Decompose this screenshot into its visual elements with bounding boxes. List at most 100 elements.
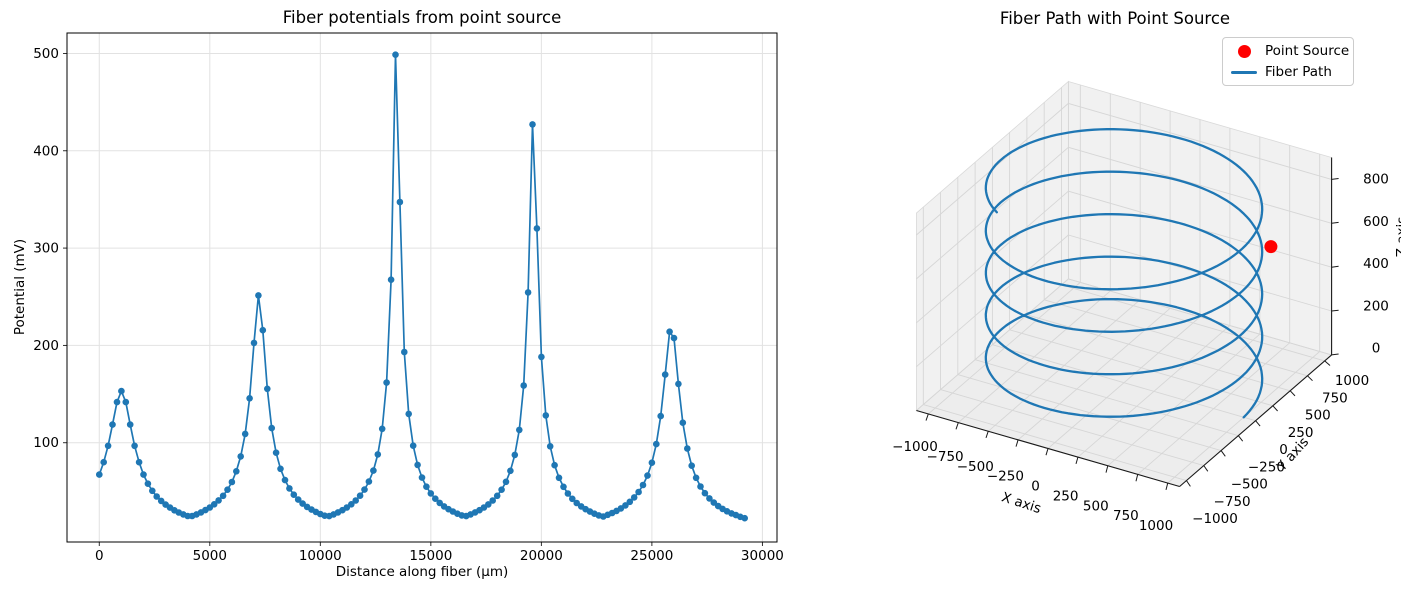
- data-point: [294, 496, 302, 503]
- data-point: [524, 289, 532, 296]
- tick-3d: [1075, 457, 1079, 465]
- y-tick-label-3d: 1000: [1335, 373, 1369, 389]
- legend-item-point-source: Point Source: [1223, 41, 1353, 61]
- tick-3d: [1331, 221, 1339, 224]
- data-point: [427, 490, 435, 497]
- x-tick-label-3d: 500: [1083, 498, 1109, 514]
- data-point: [520, 382, 527, 389]
- tick-3d: [955, 422, 959, 430]
- legend-label-point-source: Point Source: [1265, 43, 1350, 59]
- x-tick-label: 0: [95, 548, 104, 564]
- data-point: [555, 474, 563, 482]
- tick-3d: [1331, 178, 1339, 180]
- data-point: [370, 467, 377, 474]
- data-point: [383, 379, 390, 386]
- data-point: [378, 425, 386, 433]
- wall-grid-z-right: [1068, 146, 1332, 224]
- floor-grid-y: [1009, 329, 1274, 407]
- data-point: [551, 461, 558, 469]
- point-source-dot: [1264, 240, 1278, 254]
- x-tick-label: 10000: [299, 548, 342, 564]
- floor-grid-y: [1026, 314, 1291, 392]
- data-point: [290, 491, 298, 499]
- z-tick-label-3d: 400: [1363, 256, 1389, 272]
- z-axis-label: Z axis: [1394, 216, 1401, 258]
- data-point: [210, 501, 218, 508]
- tick-3d: [1331, 309, 1339, 312]
- potential-line: [98, 53, 746, 520]
- x-tick-label-3d: 1000: [1139, 518, 1173, 534]
- data-point: [365, 478, 373, 485]
- data-point: [507, 467, 514, 475]
- data-point: [401, 348, 408, 356]
- wall-grid-z-left: [916, 278, 1069, 411]
- data-point: [157, 497, 165, 505]
- y-tick-label-3d: 750: [1322, 390, 1348, 406]
- data-point: [233, 468, 240, 475]
- left-grid: [67, 33, 777, 542]
- tick-3d: [1324, 360, 1331, 366]
- x-tick-label-3d: 250: [1053, 488, 1079, 504]
- y-tick-label-3d: 250: [1288, 425, 1314, 441]
- data-point: [414, 461, 421, 469]
- right-chart-title: Fiber Path with Point Source: [999, 9, 1231, 28]
- data-point: [741, 514, 748, 522]
- left-y-axis-label: Potential (mV): [12, 238, 28, 336]
- panes-3d: [915, 80, 1333, 487]
- data-point: [436, 499, 444, 507]
- data-point: [538, 353, 545, 361]
- data-point: [432, 495, 439, 503]
- tick-3d: [1203, 465, 1209, 472]
- data-point: [264, 385, 271, 393]
- point-source-legend-swatch: [1229, 44, 1259, 58]
- data-point: [361, 486, 368, 493]
- x-tick-label-3d: −250: [987, 469, 1024, 485]
- floor-grid-y: [940, 389, 1204, 467]
- data-point: [675, 380, 682, 388]
- data-point: [104, 442, 112, 450]
- data-point: [498, 486, 505, 494]
- grid-3d: [916, 81, 1332, 484]
- y-tick-label: 100: [33, 435, 59, 451]
- data-point: [144, 480, 152, 488]
- data-point: [542, 412, 550, 419]
- z-tick-label-3d: 0: [1372, 341, 1381, 357]
- data-point: [701, 489, 709, 497]
- fiber-path-line: [984, 128, 1264, 419]
- data-point: [246, 395, 253, 402]
- data-point: [109, 421, 116, 428]
- tick-3d: [1289, 390, 1296, 397]
- data-point: [511, 451, 519, 459]
- data-point: [648, 459, 656, 467]
- fiber-path-legend-swatch: [1229, 70, 1259, 74]
- y-tick-label: 500: [33, 46, 59, 62]
- data-point: [224, 486, 231, 494]
- y-tick-label-3d: −500: [1231, 477, 1268, 493]
- y-tick-label: 200: [33, 338, 59, 354]
- data-point: [409, 442, 417, 450]
- potential-markers: [96, 51, 748, 522]
- data-point: [692, 474, 700, 482]
- data-point: [219, 492, 227, 500]
- data-point: [493, 492, 501, 500]
- data-point: [533, 225, 541, 232]
- data-point: [710, 499, 718, 506]
- x-tick-label: 5000: [193, 548, 227, 564]
- floor-grid-y: [923, 404, 1187, 482]
- z-tick-label-3d: 800: [1363, 172, 1389, 188]
- left-chart-title: Fiber potentials from point source: [282, 8, 562, 27]
- data-point: [387, 276, 395, 284]
- data-point: [418, 474, 426, 481]
- z-tick-label-3d: 200: [1363, 298, 1389, 314]
- floor-grid-y: [1061, 284, 1325, 362]
- data-point: [122, 398, 130, 406]
- data-point: [131, 442, 138, 450]
- point-source-dot-icon: [1237, 44, 1251, 58]
- left-axes-frame: [66, 32, 778, 543]
- data-point: [684, 445, 691, 452]
- wall-grid-z-right: [1068, 102, 1332, 180]
- tick-3d: [985, 431, 989, 439]
- tick-3d: [1045, 448, 1049, 456]
